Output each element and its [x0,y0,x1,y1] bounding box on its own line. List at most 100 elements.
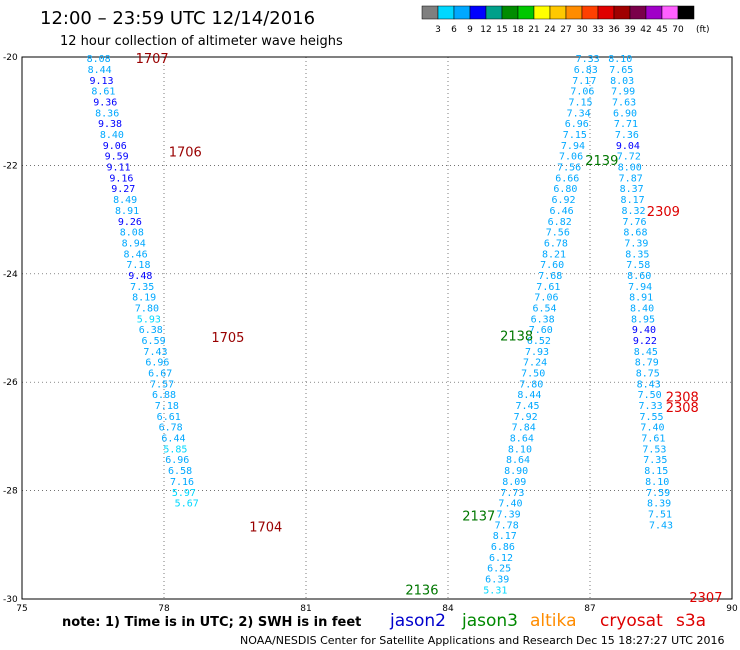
wave-height-point: 6.61 [157,412,181,423]
track-label: 2308 [666,390,699,405]
wave-height-point: 8.40 [100,130,124,141]
wave-height-point: 6.82 [548,217,572,228]
wave-height-point: 8.10 [645,477,669,488]
wave-height-point: 7.43 [649,520,673,531]
wave-height-point: 7.68 [538,271,562,282]
color-swatch [453,5,471,20]
wave-height-point: 7.33 [639,401,663,412]
wave-height-point: 9.48 [128,271,152,282]
wave-height-point: 7.92 [514,412,538,423]
color-swatch [437,5,455,20]
wave-height-point: 8.09 [502,477,526,488]
wave-height-point: 7.93 [525,347,549,358]
wave-height-point: 7.17 [572,76,596,87]
color-swatch [533,5,551,20]
wave-height-point: 7.36 [615,130,639,141]
wave-height-point: 6.12 [489,553,513,564]
x-tick-label: 90 [726,604,738,614]
wave-height-point: 8.68 [623,228,647,239]
track-label: 2307 [689,591,722,606]
axis-ticks: 75 78 81 84 87 90 -20 -22 -24 -26 -28 -30 [3,53,738,614]
wave-height-point: 9.36 [93,98,117,109]
track-label: 1706 [169,145,202,160]
wave-height-point: 7.35 [643,455,667,466]
wave-height-point: 7.78 [495,520,519,531]
wave-height-point: 8.61 [91,87,115,98]
wave-height-point: 8.91 [629,293,653,304]
y-tick-label: -28 [3,487,18,497]
wave-height-point: 8.45 [634,347,658,358]
wave-height-point: 8.95 [631,314,655,325]
color-scale-tick: 18 [512,25,524,35]
wave-height-point: 7.06 [570,87,594,98]
wave-height-point: 8.35 [625,249,649,260]
wave-height-point: 6.96 [145,358,169,369]
legend-item: altika [530,611,577,631]
color-scale-tick: 36 [608,25,620,35]
wave-height-point: 7.60 [540,260,564,271]
wave-height-point: 8.32 [621,206,645,217]
wave-height-point: 7.56 [557,163,581,174]
track-label: 2137 [462,510,495,525]
wave-height-point: 8.44 [517,390,541,401]
track-label: 1704 [249,520,282,535]
color-swatch [645,5,663,20]
wave-height-point: 8.19 [132,293,156,304]
track-label: 1705 [211,331,244,346]
color-swatch [485,5,503,20]
wave-height-point: 8.00 [618,163,642,174]
color-scale-tick: 27 [560,25,571,35]
wave-height-point: 9.27 [111,184,135,195]
wave-height-point: 7.34 [567,108,591,119]
wave-height-point: 7.40 [498,499,522,510]
y-tick-label: -30 [3,595,18,605]
color-swatch [421,5,439,20]
wave-height-point: 7.94 [561,141,585,152]
color-scale-tick: 24 [544,25,556,35]
color-swatch [549,5,567,20]
wave-height-point: 6.52 [527,336,551,347]
wave-height-point: 5.97 [172,488,196,499]
wave-height-point: 8.10 [608,54,632,65]
wave-height-point: 8.10 [508,444,532,455]
wave-height-point: 6.86 [491,542,515,553]
wave-height-point: 8.91 [115,206,139,217]
wave-height-point: 6.67 [148,369,172,380]
wave-height-point: 7.80 [135,303,159,314]
wave-height-point: 6.78 [159,423,183,434]
wave-height-point: 6.90 [613,108,637,119]
x-tick-label: 84 [442,604,454,614]
wave-height-point: 9.06 [103,141,127,152]
y-tick-label: -24 [3,270,18,280]
wave-height-point: 7.35 [130,282,154,293]
color-swatch [517,5,535,20]
x-tick-label: 81 [300,604,311,614]
wave-height-point: 7.80 [519,379,543,390]
color-scale: 3 6 9 12 15 18 21 24 27 30 33 36 39 42 45 70 (ft) [421,5,710,35]
wave-height-point: 7.53 [642,444,666,455]
wave-height-point: 9.40 [632,325,656,336]
track-label: 2138 [500,330,533,345]
footer-timestamp: Dec 15 18:27:27 UTC 2016 [576,634,724,647]
wave-height-point: 8.39 [647,499,671,510]
wave-height-point: 9.13 [89,76,113,87]
wave-height-point: 8.17 [493,531,517,542]
wave-height-point: 6.83 [574,65,598,76]
wave-height-point: 8.15 [644,466,668,477]
wave-height-point: 7.40 [640,423,664,434]
wave-height-point: 7.55 [639,412,663,423]
wave-height-point: 9.59 [105,152,129,163]
color-scale-tick: 33 [592,25,603,35]
color-swatch [661,5,679,20]
color-scale-tick: 21 [528,25,539,35]
wave-height-point: 7.94 [628,282,652,293]
wave-height-point: 8.79 [635,358,659,369]
wave-height-point: 9.38 [98,119,122,130]
wave-height-point: 8.40 [630,303,654,314]
wave-height-point: 7.65 [609,65,633,76]
wave-height-point: 7.50 [638,390,662,401]
wave-height-point: 8.64 [510,434,534,445]
y-tick-label: -22 [3,161,18,171]
wave-height-point: 8.08 [120,228,144,239]
wave-height-point: 8.90 [504,466,528,477]
